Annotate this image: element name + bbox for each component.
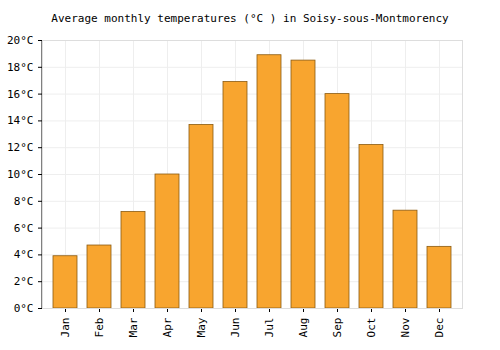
svg-text:Dec: Dec (433, 318, 446, 338)
svg-text:16°C: 16°C (7, 88, 34, 101)
svg-text:Oct: Oct (365, 318, 378, 338)
svg-text:Mar: Mar (127, 317, 140, 337)
svg-text:Apr: Apr (161, 317, 174, 337)
svg-text:10°C: 10°C (7, 168, 34, 181)
svg-text:20°C: 20°C (7, 34, 34, 47)
svg-text:Jul: Jul (263, 318, 276, 338)
svg-text:May: May (195, 317, 208, 337)
svg-text:4°C: 4°C (14, 248, 34, 261)
svg-text:12°C: 12°C (7, 141, 34, 154)
svg-text:Aug: Aug (297, 318, 310, 338)
svg-text:Sep: Sep (331, 318, 344, 338)
svg-text:2°C: 2°C (14, 275, 34, 288)
svg-text:0°C: 0°C (14, 302, 34, 315)
svg-text:8°C: 8°C (14, 195, 34, 208)
svg-text:Jan: Jan (59, 318, 72, 338)
svg-text:6°C: 6°C (14, 222, 34, 235)
svg-text:14°C: 14°C (7, 114, 34, 127)
svg-text:Nov: Nov (399, 317, 412, 337)
svg-text:Feb: Feb (93, 318, 106, 338)
html-text:Average monthly temperatures (: Average monthly temperatures (°C ) in So… (51, 12, 449, 25)
svg-text:Jun: Jun (229, 318, 242, 338)
svg-text:18°C: 18°C (7, 61, 34, 74)
